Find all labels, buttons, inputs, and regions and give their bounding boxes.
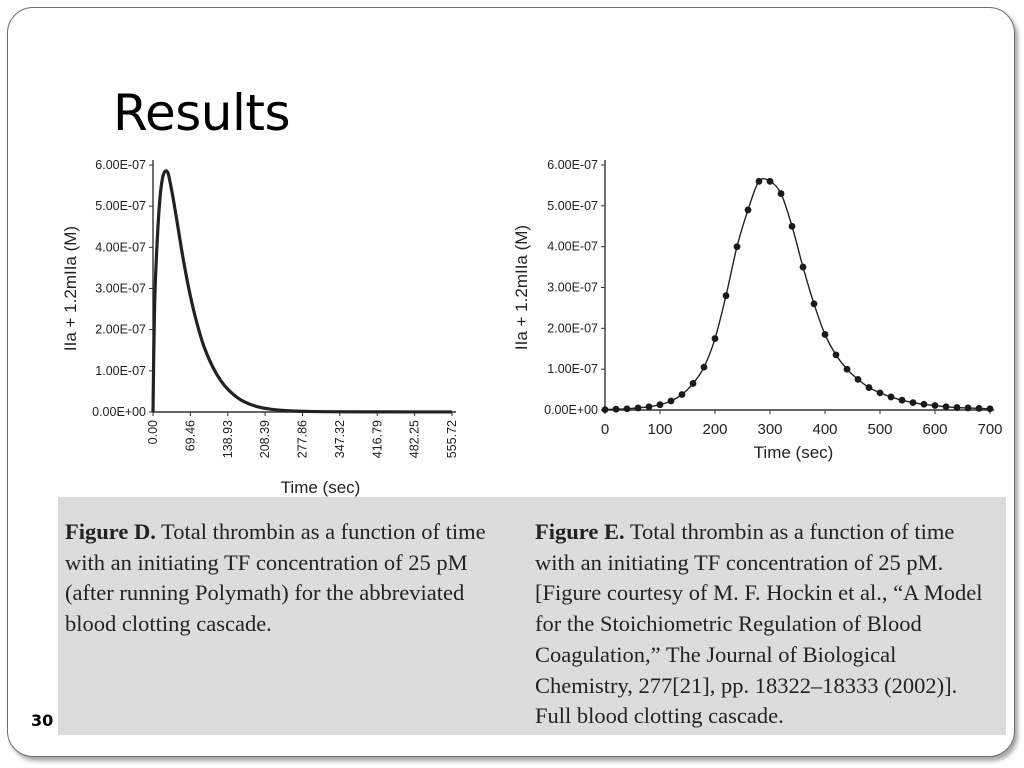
chart-e-data-point xyxy=(645,403,653,411)
chart-e-data-point xyxy=(667,397,675,405)
chart-e-data-point xyxy=(898,396,906,404)
chart-d-x-tick-label: 555.72 xyxy=(445,420,459,458)
chart-d-x-tick-label: 69.46 xyxy=(183,420,197,451)
chart-e-data-point xyxy=(942,403,950,411)
chart-e-data-point xyxy=(766,177,774,185)
chart-e-data-point xyxy=(953,404,961,411)
chart-e-data-point xyxy=(744,206,752,214)
chart-e-data-point xyxy=(920,400,928,408)
chart-d-y-tick-label: 5.00E-07 xyxy=(95,199,146,213)
chart-e-y-tick-label: 0.00E+00 xyxy=(544,403,598,417)
chart-e-data-point xyxy=(876,389,884,397)
chart-e-x-tick-label: 300 xyxy=(757,421,782,438)
chart-e-data-point xyxy=(678,391,686,398)
chart-e-data-point xyxy=(634,404,642,412)
chart-d-y-tick-label: 4.00E-07 xyxy=(95,240,146,254)
chart-e-data-point xyxy=(755,177,763,185)
chart-d-x-tick-label: 208.39 xyxy=(258,420,272,458)
chart-e-data-point xyxy=(821,331,829,338)
caption-figure-d-text: Total thrombin as a function of time wit… xyxy=(65,519,486,637)
caption-figure-d: Figure D. Total thrombin as a function o… xyxy=(65,517,505,640)
chart-e-data-point xyxy=(601,406,609,413)
chart-e-data-point xyxy=(854,375,862,383)
chart-e-data-point xyxy=(799,263,807,271)
caption-band xyxy=(58,497,1006,735)
chart-e-data-point xyxy=(832,351,840,359)
chart-d-x-tick-label: 416.79 xyxy=(370,420,384,458)
chart-e-data-point xyxy=(711,335,719,342)
chart-d-series-line xyxy=(151,169,453,414)
chart-e-data-point xyxy=(810,300,818,308)
chart-e-x-tick-label: 0 xyxy=(601,421,609,438)
page-number: 30 xyxy=(31,711,54,730)
chart-e-data-point xyxy=(722,292,730,300)
chart-e-data-point xyxy=(733,243,741,251)
chart-d-x-tick-label: 138.93 xyxy=(221,420,235,458)
caption-figure-e-label: Figure E. xyxy=(535,519,625,544)
chart-d-y-tick-label: 3.00E-07 xyxy=(95,282,146,296)
chart-e-y-tick-label: 4.00E-07 xyxy=(547,240,598,254)
chart-d-y-tick-label: 6.00E-07 xyxy=(95,158,146,172)
caption-figure-e: Figure E. Total thrombin as a function o… xyxy=(535,517,995,732)
caption-figure-e-text: Total thrombin as a function of time wit… xyxy=(535,519,983,729)
chart-e-data-point xyxy=(909,399,917,407)
chart-e-x-tick-label: 700 xyxy=(977,421,1002,438)
chart-d-y-tick-label: 1.00E-07 xyxy=(95,364,146,378)
chart-e-x-axis-label: Time (sec) xyxy=(754,443,834,462)
chart-d-x-tick-label: 0.00 xyxy=(146,420,160,444)
chart-e-y-tick-label: 1.00E-07 xyxy=(547,362,598,376)
chart-e-y-tick-label: 5.00E-07 xyxy=(547,199,598,213)
chart-d-y-tick-label: 0.00E+00 xyxy=(92,405,146,419)
chart-e-series-line xyxy=(604,178,991,411)
chart-e-data-point xyxy=(777,190,785,197)
chart-e-x-tick-label: 500 xyxy=(867,421,892,438)
slide-title: Results xyxy=(113,84,291,142)
chart-e-data-point xyxy=(986,405,994,413)
chart-e-data-point xyxy=(964,404,972,412)
chart-d-x-tick-label: 277.86 xyxy=(296,420,310,458)
chart-e-data-point xyxy=(975,404,983,412)
chart-e-y-tick-label: 6.00E-07 xyxy=(547,158,598,172)
chart-e-data-point xyxy=(931,402,939,409)
chart-d-x-tick-label: 482.25 xyxy=(408,420,422,458)
chart-e-data-point xyxy=(689,380,697,387)
chart-e-x-tick-label: 400 xyxy=(812,421,837,438)
chart-d-y-tick-label: 2.00E-07 xyxy=(95,323,146,337)
caption-figure-d-label: Figure D. xyxy=(65,519,156,544)
chart-e-y-tick-label: 2.00E-07 xyxy=(547,321,598,335)
chart-e-x-tick-label: 100 xyxy=(647,421,672,438)
chart-e-x-tick-label: 600 xyxy=(922,421,947,438)
chart-d-y-axis-label: IIa + 1.2mIIa (M) xyxy=(61,226,80,351)
chart-e-data-point xyxy=(700,363,708,371)
chart-d-x-tick-label: 347.32 xyxy=(333,420,347,458)
chart-e-data-point xyxy=(623,405,631,413)
chart-e-data-point xyxy=(788,222,796,230)
chart-e-x-tick-label: 200 xyxy=(702,421,727,438)
chart-d-x-axis-label: Time (sec) xyxy=(281,478,361,497)
chart-e-data-point xyxy=(843,365,851,373)
chart-e-y-tick-label: 3.00E-07 xyxy=(547,281,598,295)
chart-e-data-point xyxy=(865,384,873,391)
chart-e-data-point xyxy=(656,401,664,409)
chart-e-data-point xyxy=(612,405,620,413)
chart-e-y-axis-label: IIa + 1.2mIIa (M) xyxy=(512,225,531,350)
chart-e-data-point xyxy=(887,393,895,401)
